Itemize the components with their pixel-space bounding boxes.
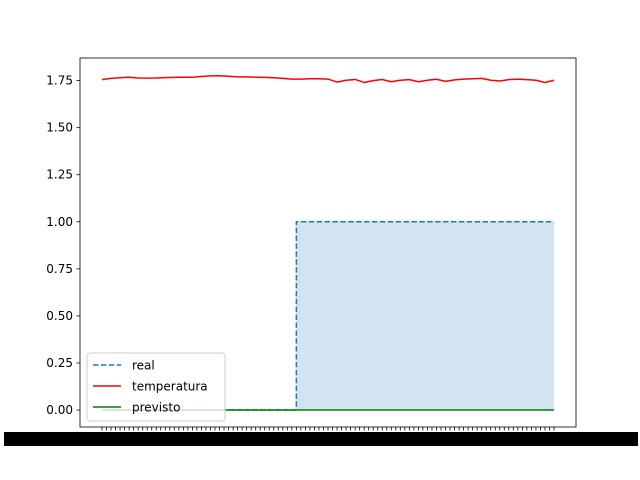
axes: 0.00 0.25 0.50 0.75 1.00 1.25 1.50 1.75 bbox=[4, 57, 638, 446]
y-tick-label: 0.75 bbox=[46, 262, 73, 276]
legend-box bbox=[86, 352, 226, 422]
legend-label-real: real bbox=[132, 359, 155, 373]
y-tick-label: 0.00 bbox=[46, 403, 73, 417]
series-real-fill bbox=[102, 221, 554, 411]
series-temperatura-line bbox=[101, 74, 555, 84]
y-tick-label: 1.00 bbox=[46, 215, 73, 229]
y-tick-label: 1.25 bbox=[46, 168, 73, 182]
legend-label-temperatura: temperatura bbox=[132, 380, 208, 394]
legend-label-previsto: previsto bbox=[132, 401, 180, 415]
legend: real temperatura previsto bbox=[86, 352, 226, 422]
y-tick-label: 1.50 bbox=[46, 121, 73, 135]
y-tick-label: 1.75 bbox=[46, 74, 73, 88]
y-tick-label: 0.25 bbox=[46, 356, 73, 370]
x-tick-labels-overlapping bbox=[4, 432, 638, 446]
y-tick-label: 0.50 bbox=[46, 309, 73, 323]
